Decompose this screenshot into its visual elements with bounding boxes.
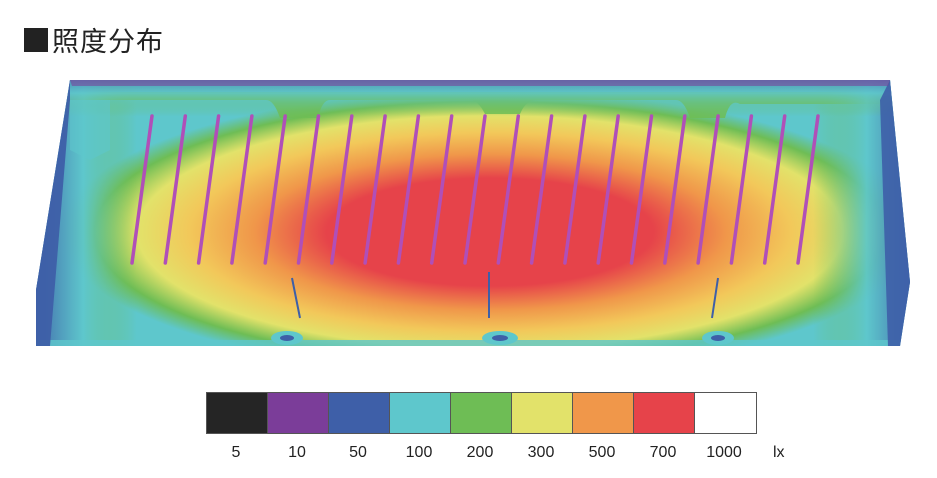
title-text: 照度分布 [52,27,164,58]
legend-label-5: 5 [231,444,241,461]
luminaire-strip [529,114,554,265]
luminaire-strip [163,114,188,265]
legend-label-500: 500 [588,444,616,461]
luminaire-strip [263,114,287,265]
legend-label-100: 100 [405,444,433,461]
legend-label-300: 300 [527,444,555,461]
legend-swatch-700 [634,393,695,433]
legend-labels: 5 10 50 100 200 300 500 700 1000 [206,444,806,464]
luminaire-strip [429,114,454,265]
luminaire-strip [130,114,154,265]
legend-swatch-1000 [695,393,756,433]
legend-swatch-300 [512,393,573,433]
legend-swatch-200 [451,393,512,433]
legend-label-1000: 1000 [706,444,742,461]
legend-label-50: 50 [349,444,367,461]
luminaire-strip [396,114,421,265]
luminaire-strip [796,114,820,265]
luminaire-strip [729,114,754,265]
luminaire-group [130,114,820,265]
luminaire-strip [463,114,487,265]
legend-label-700: 700 [649,444,677,461]
luminaire-strip [762,114,787,265]
legend-label-200: 200 [466,444,494,461]
luminaire-strip [563,114,587,265]
legend-swatch-100 [390,393,451,433]
title-bullet-square [24,27,48,52]
legend-swatch-50 [329,393,390,433]
luminaire-strip [496,114,521,265]
luminaire-strip [330,114,354,265]
room-heatmap [36,80,910,346]
luminaire-strip [230,114,254,265]
luminaire-strip [296,114,321,265]
legend-swatch-500 [573,393,634,433]
luminaire-strip [629,114,654,265]
legend-swatch-10 [268,393,329,433]
luminaire-strip [596,114,620,265]
color-scale-legend [206,392,757,434]
page-title: 照度分布 [24,20,164,59]
luminaire-strip [363,114,387,265]
legend-swatch-5 [207,393,268,433]
luminaire-strip [663,114,687,265]
unit-label: lx [773,444,785,461]
luminaire-strip [196,114,221,265]
legend-label-10: 10 [288,444,306,461]
luminaire-strip [696,114,720,265]
